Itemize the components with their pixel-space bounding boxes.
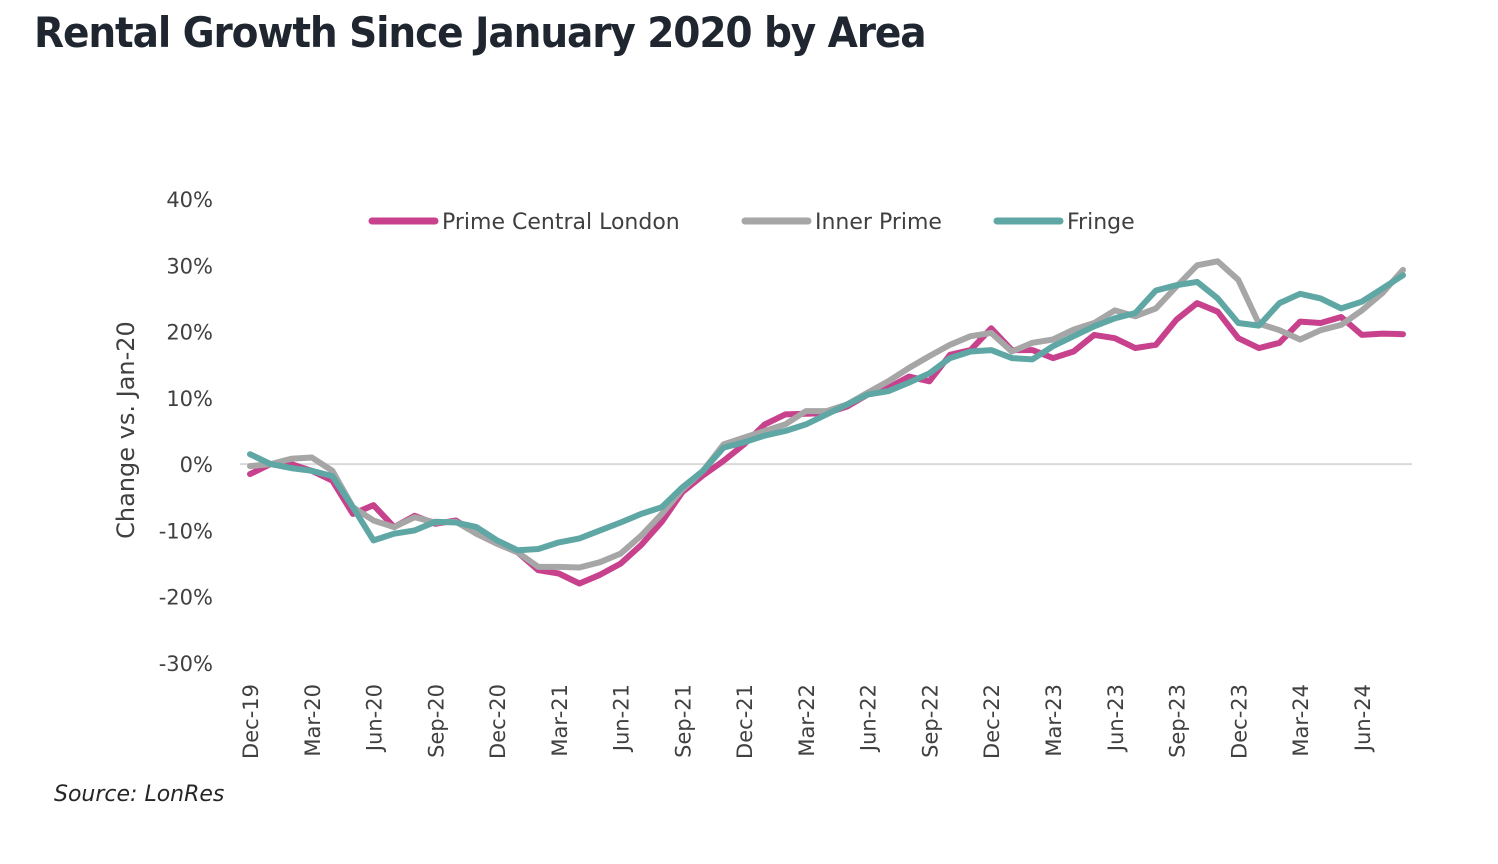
legend-item-prime-central-london: Prime Central London bbox=[368, 210, 680, 235]
x-tick-label: Sep-21 bbox=[671, 684, 695, 758]
y-axis-title: Change vs. Jan-20 bbox=[112, 321, 140, 539]
y-tick-label: -20% bbox=[159, 586, 213, 610]
y-tick-label: 30% bbox=[166, 254, 213, 278]
x-tick-label: Mar-21 bbox=[548, 684, 572, 757]
source-note: Source: LonRes bbox=[54, 782, 225, 807]
series-line-prime-central-london bbox=[247, 300, 1406, 587]
y-tick-label: -30% bbox=[159, 652, 213, 676]
y-axis: 40% 30% 20% 10% 0% -10% -20% -30% bbox=[159, 188, 213, 676]
x-tick-label: Sep-20 bbox=[424, 684, 448, 758]
series-lines bbox=[247, 258, 1406, 587]
legend-item-fringe: Fringe bbox=[993, 210, 1135, 235]
legend-label: Fringe bbox=[1067, 210, 1135, 235]
legend: Prime Central London Inner Prime Fringe bbox=[368, 210, 1135, 235]
x-tick-label: Jun-21 bbox=[610, 684, 634, 753]
x-tick-label: Jun-22 bbox=[857, 684, 881, 753]
x-tick-label: Dec-23 bbox=[1227, 684, 1251, 759]
x-tick-label: Sep-23 bbox=[1166, 684, 1190, 758]
x-tick-label: Mar-22 bbox=[795, 684, 819, 757]
legend-label: Inner Prime bbox=[815, 210, 942, 235]
x-tick-label: Jun-20 bbox=[363, 684, 387, 753]
x-tick-label: Dec-22 bbox=[980, 684, 1004, 759]
legend-label: Prime Central London bbox=[442, 210, 680, 235]
x-axis: Dec-19 Mar-20 Jun-20 Sep-20 Dec-20 Mar-21 Jun-… bbox=[239, 684, 1375, 759]
y-tick-label: 20% bbox=[166, 321, 213, 345]
y-tick-label: 10% bbox=[166, 387, 213, 411]
page-title: Rental Growth Since January 2020 by Area bbox=[34, 8, 927, 57]
x-tick-label: Dec-20 bbox=[486, 684, 510, 759]
x-tick-label: Jun-23 bbox=[1104, 684, 1128, 753]
x-tick-label: Jun-24 bbox=[1351, 684, 1375, 753]
x-tick-label: Dec-21 bbox=[733, 684, 757, 759]
x-tick-label: Sep-22 bbox=[918, 684, 942, 758]
series-line-fringe bbox=[247, 272, 1406, 554]
y-tick-label: 40% bbox=[166, 188, 213, 212]
y-tick-label: -10% bbox=[159, 519, 213, 543]
legend-item-inner-prime: Inner Prime bbox=[741, 210, 942, 235]
y-tick-label: 0% bbox=[180, 453, 213, 477]
x-tick-label: Dec-19 bbox=[239, 684, 263, 759]
x-tick-label: Mar-20 bbox=[301, 684, 325, 757]
x-tick-label: Mar-23 bbox=[1042, 684, 1066, 757]
x-tick-label: Mar-24 bbox=[1289, 684, 1313, 757]
